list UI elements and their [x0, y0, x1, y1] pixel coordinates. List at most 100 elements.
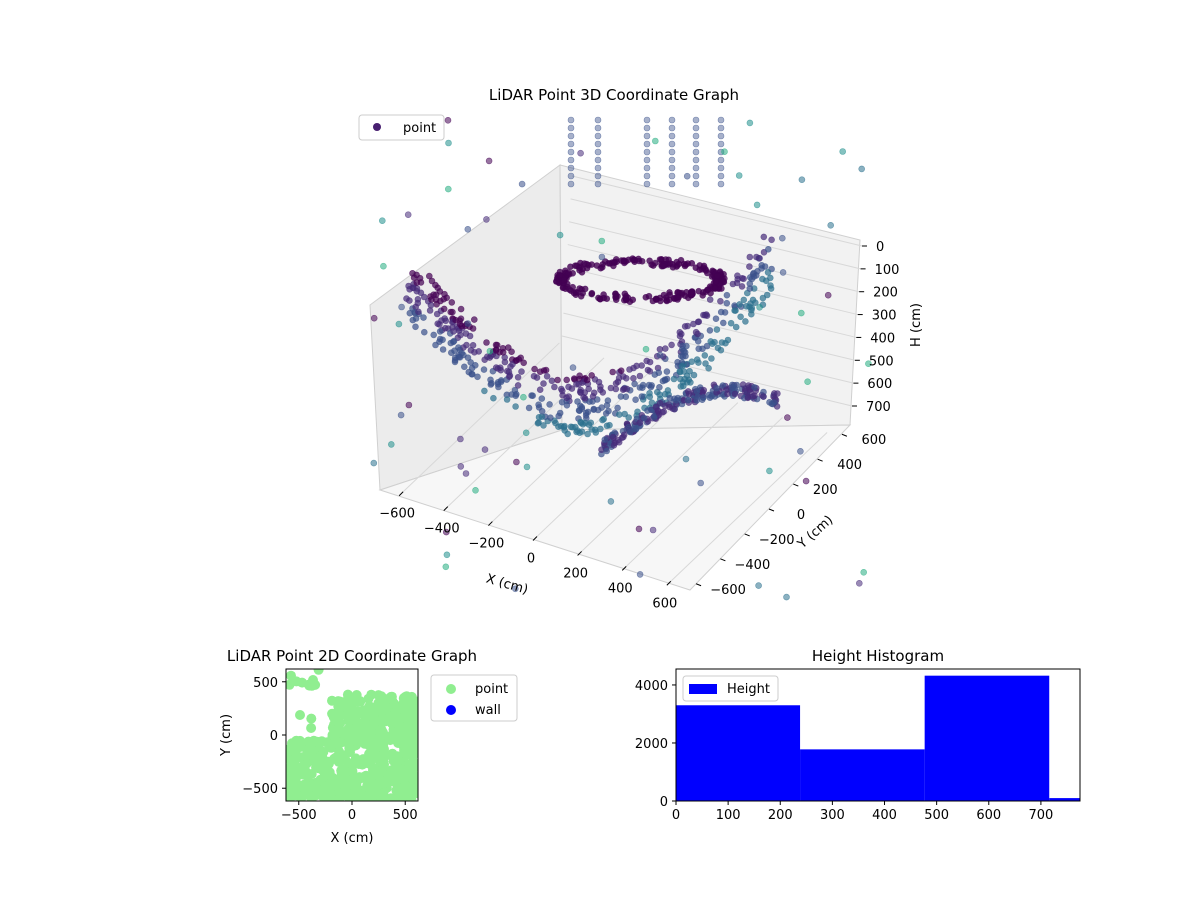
lidar-point	[420, 328, 428, 336]
lidar-point	[766, 467, 773, 475]
lidar-point	[481, 387, 488, 395]
lidar-point	[567, 140, 575, 148]
lidar-point	[656, 345, 664, 353]
lidar-point	[731, 307, 738, 314]
histogram-bar	[800, 749, 925, 801]
lidar-point	[600, 291, 607, 298]
lidar-point	[470, 316, 478, 323]
lidar-point	[659, 262, 667, 270]
x-tick-mark	[577, 551, 582, 556]
lidar-point	[631, 380, 638, 388]
lidar-point	[700, 262, 708, 270]
histogram-bars	[676, 675, 1080, 801]
legend-2d: point wall	[430, 674, 518, 722]
lidar-point	[669, 263, 677, 271]
lidar-point	[770, 393, 777, 401]
lidar-point	[472, 486, 479, 494]
lidar-point	[439, 346, 447, 353]
lidar-point	[742, 302, 750, 310]
lidar-point	[684, 396, 692, 404]
lidar-point	[471, 348, 478, 356]
lidar-point	[668, 341, 675, 349]
lidar-point	[412, 315, 420, 322]
lidar-point	[414, 295, 422, 303]
lidar-point	[656, 399, 664, 407]
scatter-point-2d	[350, 753, 361, 764]
lidar-point	[668, 180, 676, 188]
scatter-point-2d	[358, 705, 369, 716]
lidar-point	[462, 470, 470, 477]
grid-line-x	[670, 432, 828, 582]
lidar-point	[656, 351, 664, 359]
y-tick-mark	[817, 458, 823, 462]
lidar-point	[594, 132, 602, 140]
lidar-point	[555, 423, 562, 431]
scatter-point-2d	[327, 772, 338, 783]
lidar-point	[536, 368, 544, 376]
chart-3d-title: LiDAR Point 3D Coordinate Graph	[489, 86, 739, 104]
lidar-point	[855, 579, 863, 587]
floor-pane	[378, 424, 852, 591]
lidar-point	[746, 388, 754, 396]
legend-marker-point-2d	[446, 684, 456, 694]
scatter-point-2d	[289, 778, 300, 789]
lidar-point	[692, 140, 700, 148]
lidar-point	[683, 378, 691, 386]
lidar-point	[690, 371, 698, 379]
lidar-point	[668, 116, 676, 124]
lidar-point	[405, 401, 413, 409]
lidar-point	[676, 368, 684, 376]
lidar-point	[511, 585, 519, 593]
x-tick-label-3d: −600	[379, 507, 415, 522]
lidar-point	[609, 433, 617, 441]
scatter-point-2d	[392, 727, 403, 738]
lidar-point	[692, 156, 700, 164]
lidar-point	[474, 373, 481, 381]
lidar-point	[564, 430, 572, 438]
lidar-point	[692, 328, 700, 336]
lidar-point	[751, 384, 758, 391]
lidar-point	[597, 264, 605, 272]
scatter-point-2d	[313, 669, 324, 675]
lidar-point	[623, 385, 631, 393]
lidar-point	[442, 563, 450, 571]
z-tick-label-3d: 700	[866, 400, 891, 415]
lidar-point	[565, 269, 572, 276]
lidar-point	[576, 407, 583, 415]
lidar-point	[692, 180, 700, 188]
x-tick-label-hist: 300	[820, 808, 845, 823]
lidar-point	[763, 291, 771, 299]
lidar-point	[404, 211, 412, 218]
lidar-point	[767, 282, 774, 289]
lidar-point	[633, 362, 640, 370]
lidar-point	[636, 571, 644, 578]
lidar-point	[567, 164, 575, 172]
lidar-point	[620, 431, 628, 439]
lidar-point	[534, 419, 542, 427]
scatter-point-2d	[332, 709, 343, 720]
lidar-point	[504, 344, 512, 351]
lidar-point	[711, 284, 719, 292]
lidar-point	[712, 278, 720, 285]
x-tick-label-3d: 400	[608, 581, 633, 596]
lidar-point	[717, 140, 725, 148]
lidar-point	[695, 345, 703, 353]
lidar-point	[542, 366, 550, 374]
lidar-point	[768, 236, 775, 244]
lidar-point	[860, 568, 868, 576]
lidar-point	[630, 374, 637, 382]
lidar-point	[640, 414, 648, 422]
x-tick-mark	[398, 491, 404, 497]
x-tick-label-hist: 100	[716, 808, 741, 823]
lidar-point	[636, 372, 644, 380]
lidar-point	[643, 116, 651, 124]
z-tick-label-3d: 300	[872, 309, 897, 324]
lidar-point	[649, 297, 657, 305]
lidar-point	[654, 407, 662, 415]
lidar-point	[717, 297, 724, 305]
scatter-point-2d	[408, 731, 418, 742]
lidar-point	[495, 383, 502, 391]
lidar-point	[717, 172, 725, 180]
lidar-point	[692, 172, 700, 180]
x-tick-label-hist: 600	[976, 808, 1001, 823]
